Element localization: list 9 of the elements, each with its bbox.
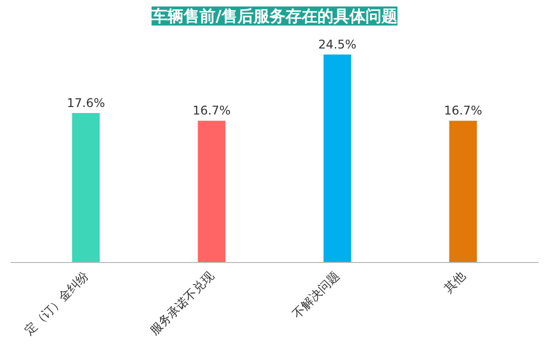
- data-label: 16.7%: [444, 104, 482, 118]
- x-tick-label: 其他: [441, 268, 468, 296]
- chart-title: 车辆售前/售后服务存在的具体问题: [150, 6, 398, 26]
- x-tick-label: 服务承诺不兑现: [147, 268, 217, 338]
- data-label: 16.7%: [192, 104, 231, 118]
- data-label: 24.5%: [318, 37, 356, 52]
- data-label: 17.6%: [66, 96, 105, 110]
- x-tick-label: 不解决问题: [290, 268, 342, 321]
- x-tick-label: 定（订）金纠纷: [22, 268, 91, 338]
